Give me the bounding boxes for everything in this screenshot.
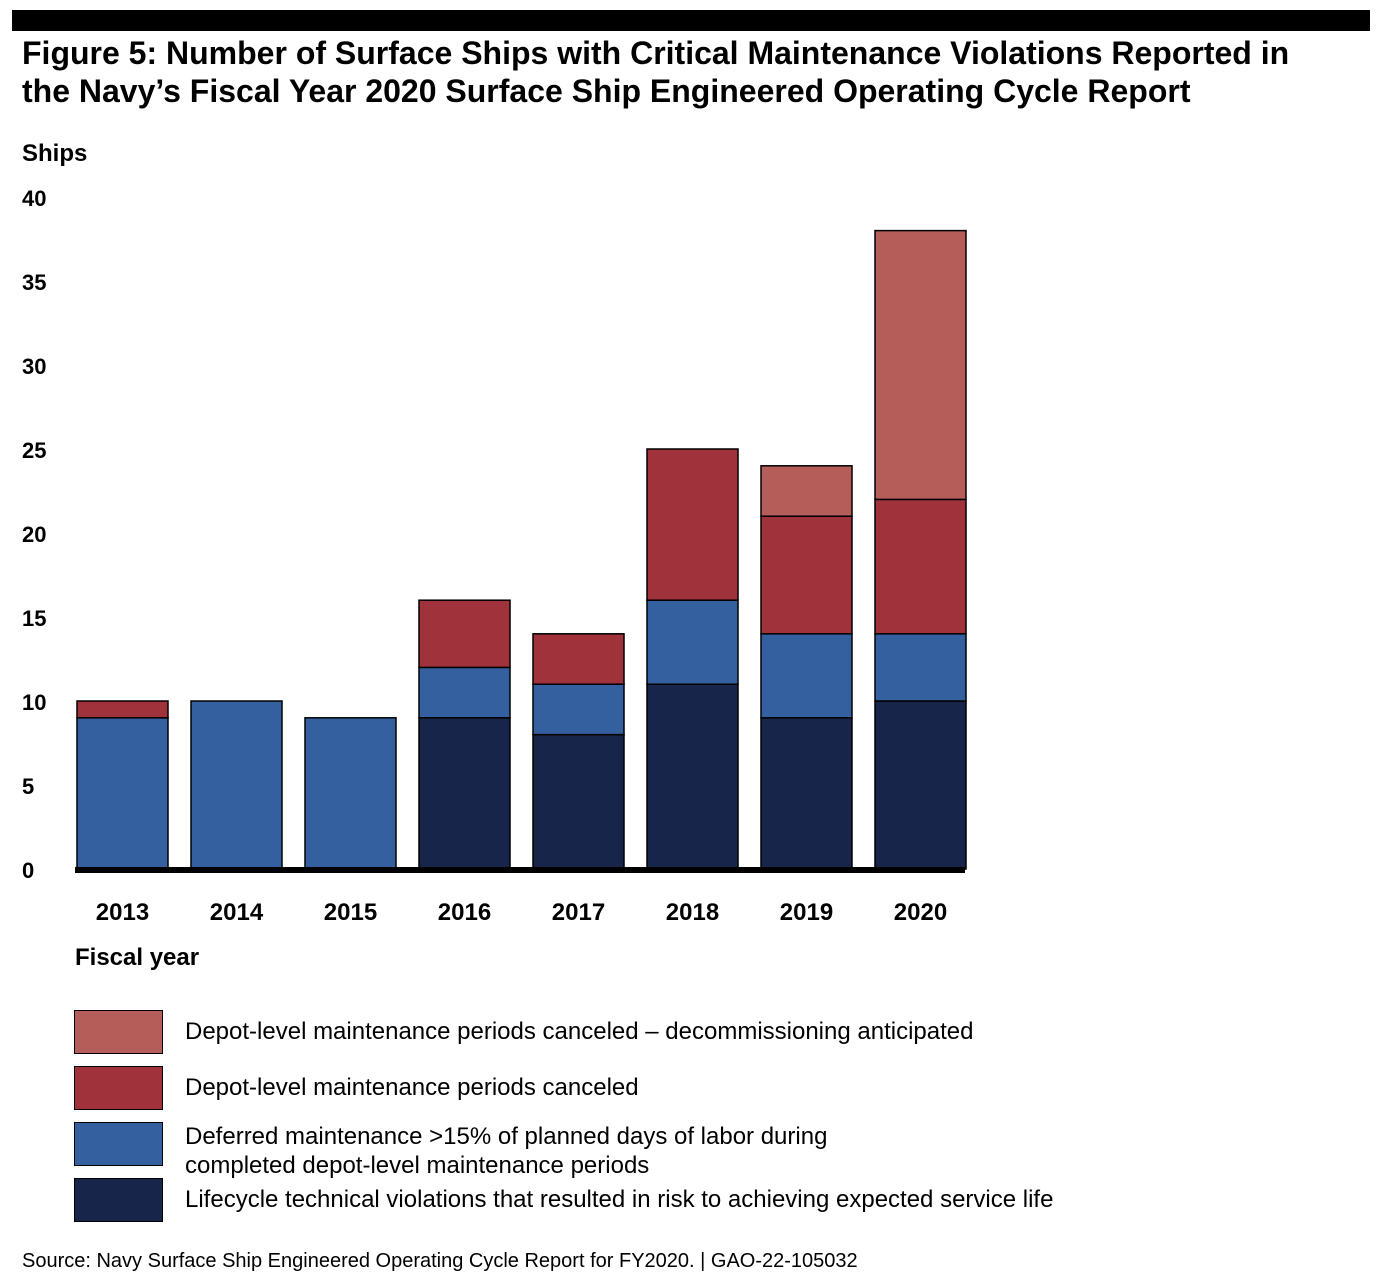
legend-item: Depot-level maintenance periods canceled [74,1066,639,1110]
bar-segment [304,717,397,870]
x-tick-label: 2020 [894,899,947,926]
legend-item: Lifecycle technical violations that resu… [74,1178,1053,1222]
legend-swatch [74,1010,163,1054]
top-rule [12,10,1370,31]
figure-title-line-2: the Navy’s Fiscal Year 2020 Surface Ship… [22,73,1191,109]
bar-segment [874,633,967,702]
y-tick-label: 20 [22,522,46,547]
bar-segment [532,733,625,870]
x-tick-label: 2014 [210,899,264,926]
y-tick-label: 0 [22,858,34,883]
bar-segment [76,700,169,719]
stacked-bar-chart: Ships 0 5 10 15 20 25 30 35 40 2013 2014 2015 2016 201… [22,140,967,971]
bar-segment [190,700,283,870]
legend-label: Depot-level maintenance periods canceled [185,1073,639,1102]
x-tick-label: 2015 [324,899,377,926]
y-tick-label: 5 [22,774,34,799]
y-axis-title: Ships [22,140,87,167]
legend-item: Depot-level maintenance periods canceled… [74,1010,973,1054]
x-tick-label: 2018 [666,899,719,926]
legend-label: Deferred maintenance >15% of planned day… [185,1122,827,1180]
legend-swatch [74,1122,163,1166]
bar-segment [646,683,739,870]
y-tick-label: 15 [22,606,46,631]
bar-segment [760,515,853,635]
bar-segment [76,717,169,870]
x-tick-label: 2013 [96,899,149,926]
bar-segment [874,229,967,501]
bar-segment [532,683,625,736]
x-tick-label: 2017 [552,899,605,926]
bar-segment [646,448,739,601]
bar-segment [418,599,511,669]
bar-segment [874,700,967,870]
legend-label-line: completed depot-level maintenance period… [185,1152,650,1179]
legend-label-line: Lifecycle technical violations that resu… [185,1186,1054,1213]
bar-segment [418,717,511,870]
legend-label-line: Depot-level maintenance periods canceled… [185,1018,974,1045]
legend-label: Depot-level maintenance periods canceled… [185,1017,973,1046]
figure-title: Figure 5: Number of Surface Ships with C… [22,34,1382,110]
legend-label: Lifecycle technical violations that resu… [185,1185,1053,1214]
y-tick-label: 10 [22,690,46,715]
y-tick-label: 30 [22,354,46,379]
bar-segment [418,666,511,719]
source-note: Source: Navy Surface Ship Engineered Ope… [22,1250,858,1272]
legend-label-line: Deferred maintenance >15% of planned day… [185,1123,828,1150]
bar-segment [646,599,739,685]
figure-title-line-1: Figure 5: Number of Surface Ships with C… [22,35,1290,71]
legend-item: Deferred maintenance >15% of planned day… [74,1122,827,1180]
bar-segment [874,498,967,635]
y-tick-label: 35 [22,270,46,295]
x-axis-title: Fiscal year [75,944,199,971]
x-tick-label: 2019 [780,899,833,926]
bar-segment [532,633,625,685]
legend-swatch [74,1066,163,1110]
y-tick-label: 40 [22,186,46,211]
bar-segment [760,633,853,719]
legend-swatch [74,1178,163,1222]
bar-segment [760,465,853,517]
x-tick-label: 2016 [438,899,491,926]
y-tick-label: 25 [22,438,46,463]
bar-segment [760,717,853,870]
legend-label-line: Depot-level maintenance periods canceled [185,1074,639,1101]
